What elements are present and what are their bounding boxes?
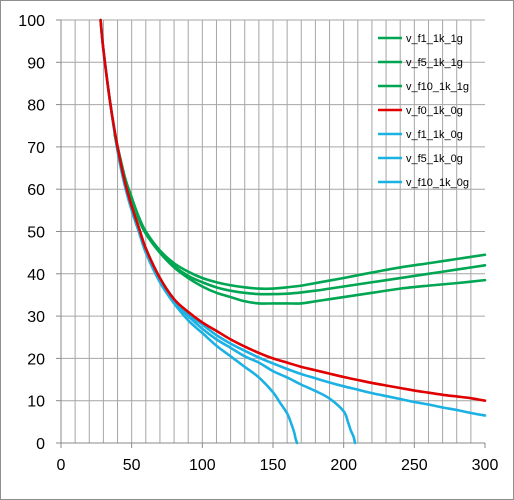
- y-tick-label: 0: [36, 436, 45, 453]
- y-tick-label: 50: [27, 225, 45, 242]
- y-tick-label: 30: [27, 309, 45, 326]
- x-tick-label: 0: [57, 457, 66, 474]
- y-tick-label: 80: [27, 98, 45, 115]
- x-tick-label: 50: [123, 457, 141, 474]
- x-tick-label: 300: [472, 457, 499, 474]
- x-tick-label: 200: [330, 457, 357, 474]
- y-tick-label: 90: [27, 55, 45, 72]
- legend-label: v_f10_1k_1g: [406, 81, 469, 93]
- y-tick-label: 100: [18, 13, 45, 30]
- legend-label: v_f0_1k_0g: [406, 105, 463, 117]
- series-line-v-f0-1k-0g: [99, 18, 487, 402]
- x-tick-label: 150: [260, 457, 287, 474]
- legend-label: v_f1_1k_0g: [406, 129, 463, 141]
- series-line-v-f10-1k-1g: [113, 132, 487, 291]
- x-tick-label: 250: [401, 457, 428, 474]
- y-tick-label: 20: [27, 351, 45, 368]
- y-tick-label: 10: [27, 394, 45, 411]
- legend-label: v_f5_1k_0g: [406, 153, 463, 165]
- x-tick-label: 100: [189, 457, 216, 474]
- y-tick-label: 70: [27, 140, 45, 157]
- legend-label: v_f10_1k_0g: [406, 177, 469, 189]
- legend: v_f1_1k_1g v_f5_1k_1g v_f10_1k_1g v_f0_1k_0…: [378, 33, 469, 189]
- legend-label: v_f5_1k_1g: [406, 57, 463, 69]
- y-tick-label: 60: [27, 182, 45, 199]
- y-tick-label: 40: [27, 267, 45, 284]
- legend-label: v_f1_1k_1g: [406, 33, 463, 45]
